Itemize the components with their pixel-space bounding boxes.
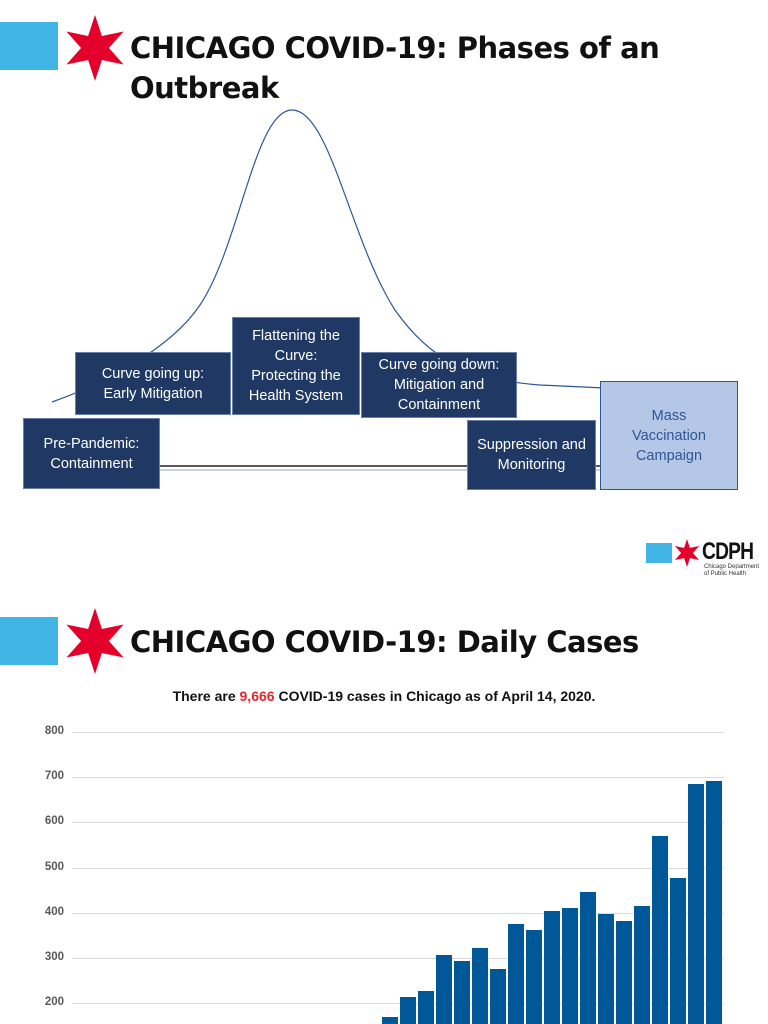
phase-label: Suppression and Monitoring [477, 437, 586, 473]
phase-label: Mass Vaccination Campaign [632, 407, 706, 464]
y-tick-label: 300 [44, 951, 64, 963]
bar [436, 954, 452, 1024]
title-line: CHICAGO COVID-19: Phases of an [130, 31, 660, 65]
logo-text: CDPH [702, 538, 754, 565]
bar [508, 924, 524, 1024]
phase-pre-pandemic: Pre-Pandemic: Containment [23, 418, 160, 489]
slide1-title: CHICAGO COVID-19: Phases of an Outbreak [130, 28, 660, 108]
bar [616, 920, 632, 1024]
cdph-logo: CDPH Chicago Department of Public Health [646, 538, 759, 588]
case-count: 9,666 [239, 688, 275, 704]
brand-square [0, 22, 58, 70]
bar [652, 835, 668, 1024]
chicago-star-icon [66, 608, 124, 674]
phase-flattening: Flattening the Curve: Protecting the Hea… [232, 317, 360, 415]
gridline [72, 732, 724, 733]
phase-suppression: Suppression and Monitoring [467, 420, 596, 490]
bar [562, 907, 578, 1024]
bar [472, 948, 488, 1024]
bar [580, 892, 596, 1024]
y-tick-label: 200 [44, 996, 64, 1009]
bar [454, 961, 470, 1024]
gridline [72, 777, 724, 779]
phase-label: Flattening the Curve: Protecting the Hea… [248, 328, 344, 404]
title-line: Outbreak [130, 71, 279, 105]
phase-label: Curve going up: Early Mitigation [101, 365, 205, 402]
bar [706, 780, 722, 1024]
gridline [72, 867, 724, 869]
gridline [72, 958, 724, 959]
bar [418, 990, 434, 1024]
bar [598, 914, 614, 1024]
logo-subtext: Chicago Department of Public Health [704, 564, 760, 577]
phase-curve-up: Curve going up: Early Mitigation [75, 352, 231, 415]
bar [634, 906, 650, 1024]
slide2-title: CHICAGO COVID-19: Daily Cases [130, 625, 639, 659]
brand-square [0, 617, 58, 665]
gridline [72, 1003, 724, 1005]
phase-label: Pre-Pandemic: Containment [43, 435, 140, 472]
bar [490, 968, 506, 1024]
phase-mass-vaccination: Mass Vaccination Campaign [600, 381, 738, 490]
bar [526, 929, 542, 1024]
chicago-star-icon [66, 15, 124, 81]
subtitle-text: There are [172, 688, 240, 704]
outbreak-curve [51, 109, 606, 471]
y-tick-label: 600 [44, 815, 64, 828]
y-tick-label: 700 [44, 770, 64, 783]
bar [382, 1016, 398, 1024]
y-tick-label: 500 [44, 860, 64, 873]
gridline [72, 912, 724, 914]
phase-curve-down: Curve going down: Mitigation and Contain… [361, 352, 517, 418]
y-tick-label: 800 [44, 725, 64, 737]
subtitle-text: COVID-19 cases in Chicago as of April 14… [274, 688, 596, 704]
bar [688, 783, 704, 1024]
chart-subtitle: There are 9,666 COVID-19 cases in Chicag… [0, 688, 768, 704]
y-tick-label: 400 [44, 905, 64, 918]
bar [670, 877, 686, 1024]
gridline [72, 822, 724, 824]
bar [400, 996, 416, 1024]
phase-label: Curve going down: Mitigation and Contain… [378, 357, 500, 413]
bar [544, 910, 560, 1024]
chicago-star-icon [674, 539, 700, 567]
